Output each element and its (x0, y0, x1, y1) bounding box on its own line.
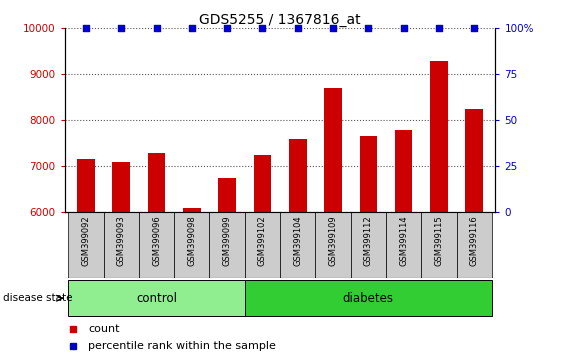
Text: disease state: disease state (3, 293, 72, 303)
Point (117, 25, 126, 31)
Text: GSM399109: GSM399109 (329, 216, 338, 266)
Text: GSM399104: GSM399104 (293, 216, 302, 266)
Bar (68, 212, 104, 278)
Bar (104, 212, 139, 278)
Bar (315, 212, 351, 278)
Bar (280, 212, 315, 278)
Bar (113, 162, 130, 212)
Bar (245, 280, 492, 316)
Point (222, 25, 231, 31)
Bar (174, 212, 209, 278)
Bar (253, 155, 271, 212)
Bar (466, 109, 483, 212)
Bar (183, 208, 200, 212)
Text: GSM399102: GSM399102 (258, 216, 267, 266)
Bar (395, 130, 413, 212)
Title: GDS5255 / 1367816_at: GDS5255 / 1367816_at (199, 13, 361, 27)
Point (152, 25, 161, 31)
Bar (209, 212, 245, 278)
Text: GSM399099: GSM399099 (222, 216, 231, 266)
Bar (457, 212, 492, 278)
Point (364, 25, 373, 31)
Bar (139, 212, 174, 278)
Text: GSM399092: GSM399092 (82, 216, 91, 266)
Bar (324, 88, 342, 212)
Point (435, 25, 444, 31)
Text: count: count (88, 324, 120, 333)
Bar (245, 212, 280, 278)
Text: GSM399114: GSM399114 (399, 216, 408, 266)
Bar (148, 153, 166, 212)
Text: GSM399116: GSM399116 (470, 216, 479, 267)
Text: GSM399115: GSM399115 (435, 216, 444, 266)
Text: GSM399096: GSM399096 (152, 216, 161, 267)
Bar (430, 61, 448, 212)
Point (187, 25, 196, 31)
Bar (360, 137, 377, 212)
Bar (351, 212, 386, 278)
Text: GSM399093: GSM399093 (117, 216, 126, 267)
Bar (386, 212, 421, 278)
Bar (68, 280, 245, 316)
Text: diabetes: diabetes (343, 292, 394, 305)
Point (329, 25, 338, 31)
Bar (77, 160, 95, 212)
Point (258, 25, 267, 31)
Text: control: control (136, 292, 177, 305)
Text: percentile rank within the sample: percentile rank within the sample (88, 341, 276, 351)
Point (293, 25, 302, 31)
Point (399, 25, 408, 31)
Text: GSM399112: GSM399112 (364, 216, 373, 266)
Bar (218, 178, 236, 212)
Point (82, 25, 91, 31)
Text: GSM399098: GSM399098 (187, 216, 196, 267)
Point (470, 25, 479, 31)
Bar (421, 212, 457, 278)
Bar (289, 139, 307, 212)
